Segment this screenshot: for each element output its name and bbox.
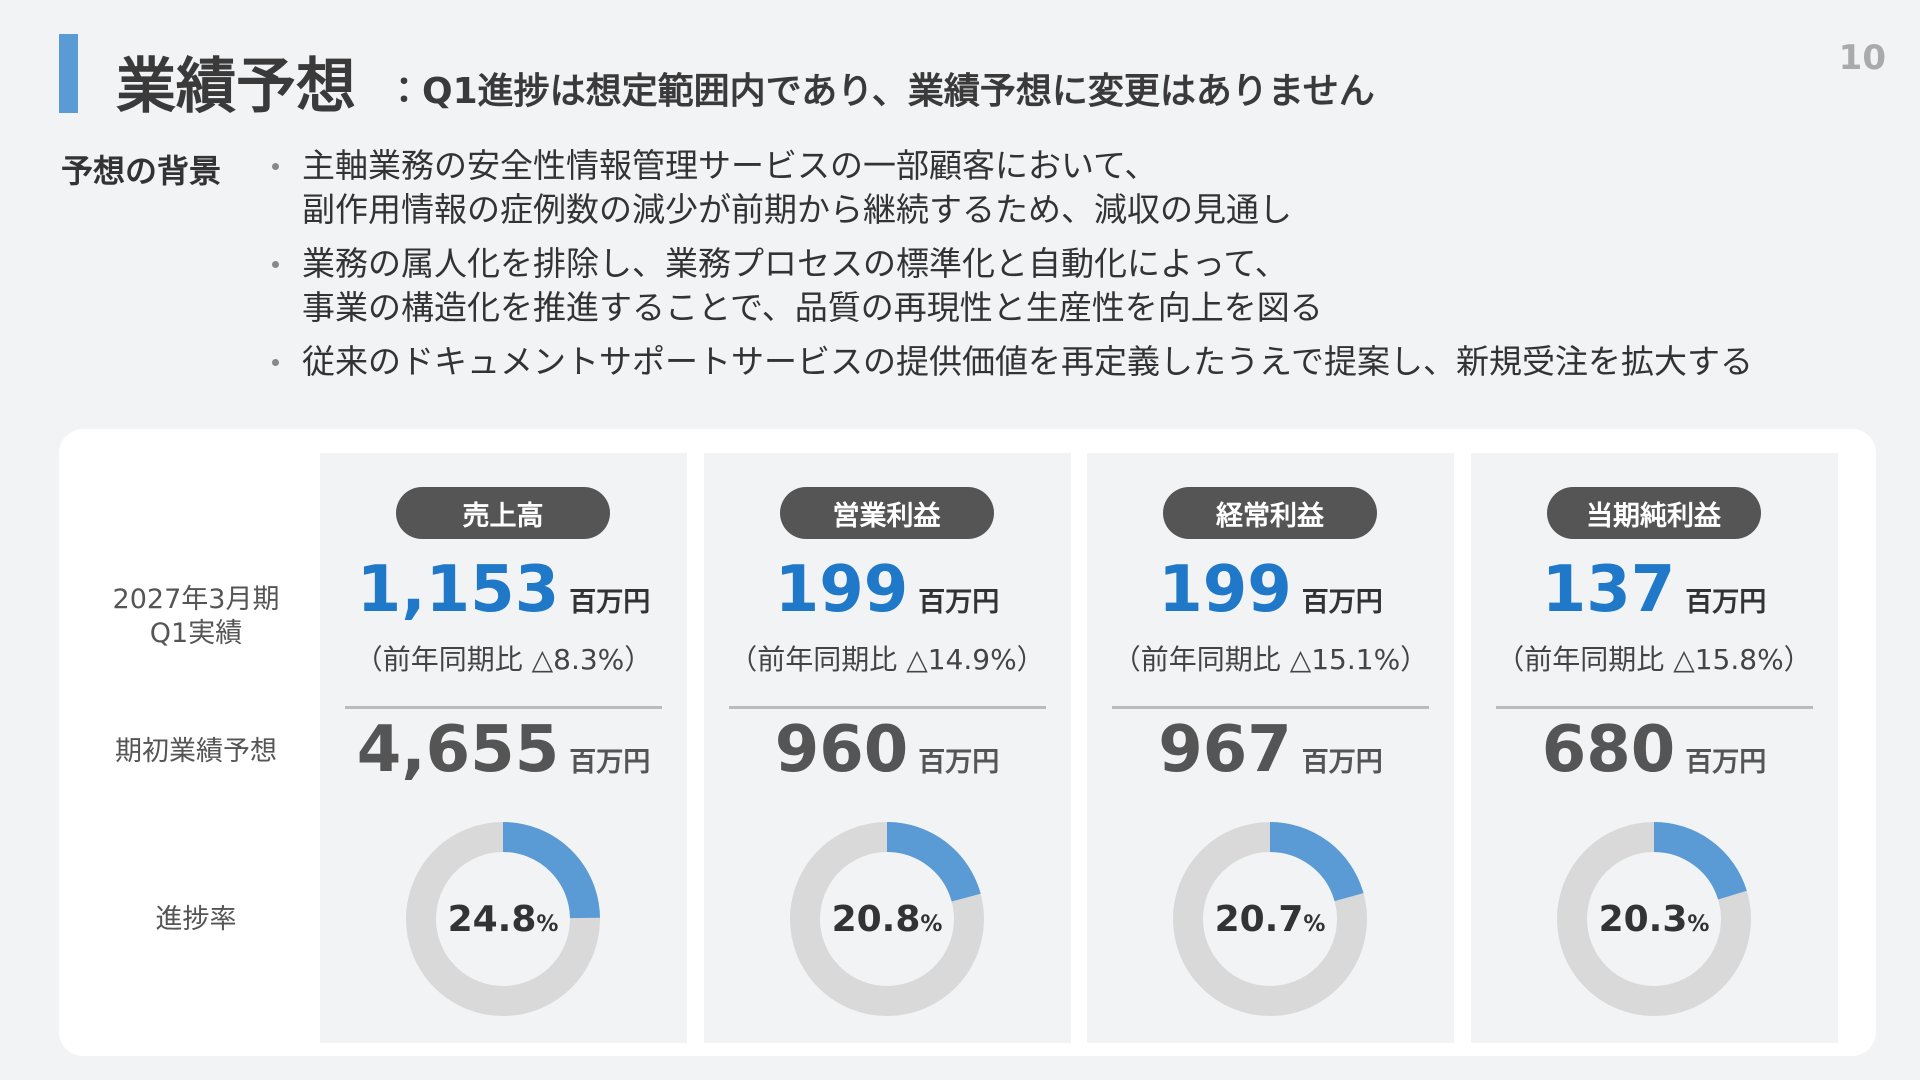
row-label-line: Q1実績: [149, 618, 243, 649]
metric-name: 当期純利益: [1546, 487, 1761, 539]
bullet-dot: [272, 163, 279, 170]
progress-unit: %: [920, 912, 942, 937]
subtitle-text: Q1進捗は想定範囲内であり、業績予想に変更はありません: [422, 71, 1375, 112]
progress-unit: %: [536, 912, 558, 937]
actual-value: 199: [774, 553, 909, 627]
bullet-line: 事業の構造化を推進することで、品質の再現性と生産性を向上を図る: [302, 288, 1323, 327]
actual-unit: 百万円: [918, 587, 1000, 618]
actual-unit: 百万円: [1301, 587, 1383, 618]
bullet-line: 主軸業務の安全性情報管理サービスの一部顧客において、: [302, 146, 1158, 185]
metric-name: 経常利益: [1163, 487, 1377, 539]
progress-value: 24.8: [448, 899, 537, 940]
metric-name: 営業利益: [779, 487, 994, 539]
forecast-value: 960: [774, 713, 909, 787]
actual-unit: 百万円: [1685, 587, 1767, 618]
bullet-dot: [272, 261, 279, 268]
forecast-unit: 百万円: [1685, 747, 1767, 778]
forecast-value: 967: [1158, 713, 1292, 787]
actual-row: 1,153 百万円: [320, 553, 687, 627]
yoy-row: （前年同期比 △15.1%）: [1087, 638, 1454, 678]
background-label: 予想の背景: [61, 152, 222, 190]
metric-column: 売上高 1,153 百万円 （前年同期比 △8.3%） 4,655 百万円 24.8%: [320, 453, 687, 1043]
donut: 24.8%: [406, 822, 600, 1016]
forecast-unit: 百万円: [569, 747, 651, 778]
subtitle: ：Q1進捗は想定範囲内であり、業績予想に変更はありません: [386, 62, 1375, 114]
progress-label: 20.7%: [1215, 899, 1326, 940]
donut: 20.8%: [789, 822, 984, 1016]
donut-progress: [885, 822, 981, 903]
metric-column: 経常利益 199 百万円 （前年同期比 △15.1%） 967 百万円 20.7%: [1087, 453, 1454, 1043]
actual-value: 199: [1158, 553, 1292, 627]
forecast-row: 4,655 百万円: [320, 713, 687, 787]
forecast-value: 680: [1541, 713, 1676, 787]
actual-value: 137: [1541, 553, 1676, 627]
title: 業績予想: [116, 52, 356, 122]
row-label: 2027年3月期 Q1実績: [96, 583, 296, 651]
divider: [1495, 706, 1813, 709]
bullet-list: 主軸業務の安全性情報管理サービスの一部顧客において、副作用情報の症例数の減少が前…: [272, 144, 1753, 394]
forecast-value: 4,655: [356, 713, 560, 787]
yoy-row: （前年同期比 △14.9%）: [704, 638, 1071, 678]
page-number: 10: [1838, 38, 1886, 78]
row-label: 期初業績予想: [115, 736, 277, 767]
metric-column: 営業利益 199 百万円 （前年同期比 △14.9%） 960 百万円 20.8%: [703, 453, 1071, 1043]
donut-progress: [1269, 822, 1364, 902]
actual-row: 199 百万円: [1087, 553, 1454, 627]
actual-row: 137 百万円: [1471, 553, 1838, 627]
progress-value: 20.8: [831, 899, 920, 940]
yoy: （前年同期比 △8.3%）: [354, 643, 653, 676]
forecast-row: 967 百万円: [1087, 713, 1454, 787]
progress-value: 20.7: [1215, 899, 1304, 940]
title-accent: [59, 34, 78, 113]
yoy-row: （前年同期比 △8.3%）: [320, 638, 687, 678]
yoy: （前年同期比 △15.1%）: [1112, 643, 1429, 676]
divider: [1112, 706, 1429, 709]
actual-unit: 百万円: [569, 587, 651, 618]
bullet-line: 業務の属人化を排除し、業務プロセスの標準化と自動化によって、: [302, 244, 1288, 283]
actual-row: 199 百万円: [704, 553, 1071, 627]
donut-progress: [502, 822, 600, 919]
bullet-line: 従来のドキュメントサポートサービスの提供価値を再定義したうえで提案し、新規受注を…: [302, 342, 1754, 381]
forecast-row: 960 百万円: [704, 713, 1071, 787]
donut: 20.7%: [1173, 822, 1367, 1016]
donut: 20.3%: [1556, 822, 1751, 1016]
bullet-line: 副作用情報の症例数の減少が前期から継続するため、減収の見通し: [302, 190, 1292, 229]
yoy: （前年同期比 △15.8%）: [1496, 643, 1812, 676]
row-label: 進捗率: [155, 904, 237, 935]
divider: [728, 706, 1046, 709]
bullet: 業務の属人化を排除し、業務プロセスの標準化と自動化によって、 事業の構造化を推進す…: [272, 242, 1753, 330]
forecast-unit: 百万円: [918, 747, 1000, 778]
progress-unit: %: [1687, 912, 1709, 937]
progress-unit: %: [1303, 912, 1325, 937]
bullet: 従来のドキュメントサポートサービスの提供価値を再定義したうえで提案し、新規受注を…: [272, 340, 1753, 384]
row-label-line: 2027年3月期: [112, 584, 280, 615]
bullet-dot: [272, 359, 279, 366]
progress-label: 20.8%: [831, 899, 942, 940]
actual-value: 1,153: [356, 553, 560, 627]
yoy-row: （前年同期比 △15.8%）: [1471, 638, 1838, 678]
forecast-row: 680 百万円: [1471, 713, 1838, 787]
metric-name: 売上高: [396, 487, 610, 539]
progress-label: 20.3%: [1598, 899, 1709, 940]
metric-column: 当期純利益 137 百万円 （前年同期比 △15.8%） 680 百万円 20.3%: [1470, 453, 1838, 1043]
donut-progress: [1652, 822, 1747, 901]
divider: [345, 706, 662, 709]
forecast-unit: 百万円: [1301, 747, 1383, 778]
yoy: （前年同期比 △14.9%）: [729, 643, 1045, 676]
progress-value: 20.3: [1598, 899, 1687, 940]
separator: ：: [386, 71, 423, 112]
progress-label: 24.8%: [448, 899, 559, 940]
bullet: 主軸業務の安全性情報管理サービスの一部顧客において、副作用情報の症例数の減少が前…: [272, 144, 1753, 232]
